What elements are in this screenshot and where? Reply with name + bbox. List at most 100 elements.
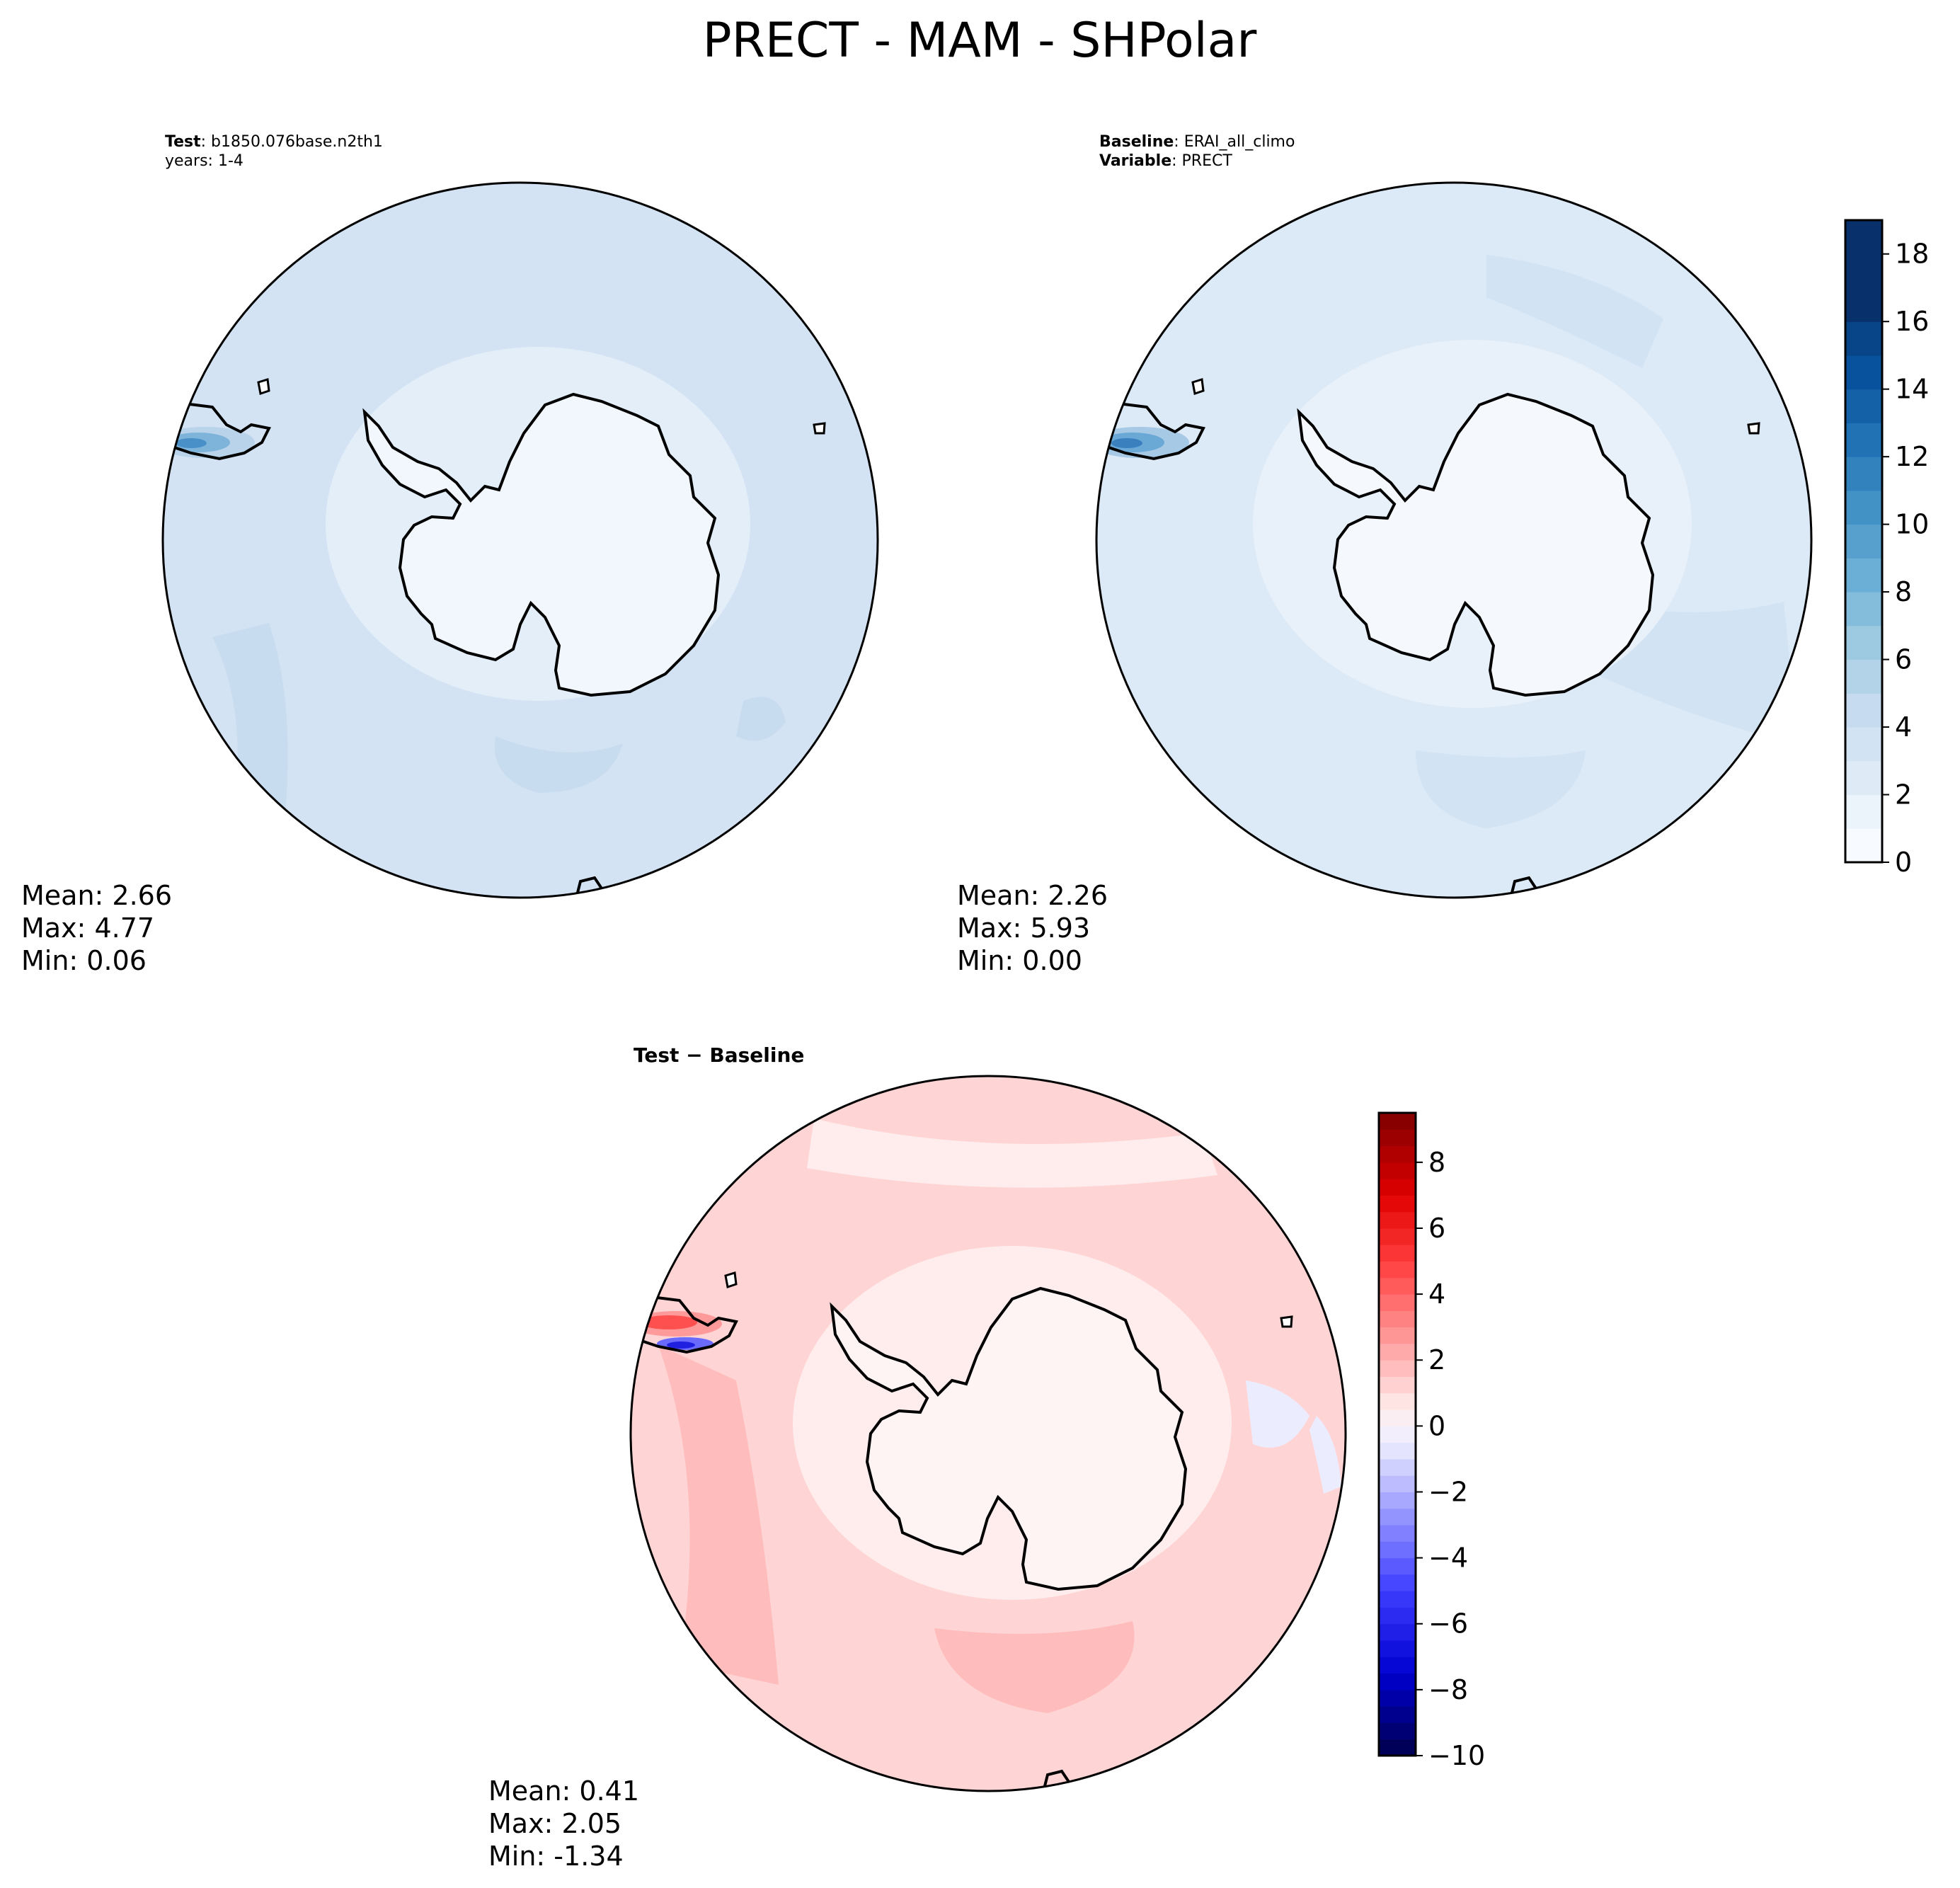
diff-colorbar-segment [1379,1113,1416,1130]
diff-colorbar-tick-label: 4 [1428,1278,1445,1310]
diff-colorbar-segment [1379,1508,1416,1526]
precip-colorbar-tick-label: 6 [1895,644,1912,675]
diff-colorbar-segment [1379,1722,1416,1740]
diff-colorbar-segment [1379,1294,1416,1311]
test-south-america-coast [169,402,271,461]
diff-patch-1 [658,1345,779,1685]
diff-colorbar-tick-label: −8 [1428,1674,1468,1705]
precip-colorbar-tick-label: 18 [1895,239,1929,270]
precip-colorbar-segment [1845,524,1882,559]
diff-colorbar-tick-label: −4 [1428,1543,1468,1574]
diff-colorbar-segment [1379,1145,1416,1163]
baseline-stat-max: Max: 5.93 [957,912,1090,944]
precip-colorbar-segment [1845,220,1882,255]
baseline-patch-3 [1486,255,1663,368]
precip-colorbar-segment [1845,828,1882,863]
diff-patch-2 [934,1621,1135,1713]
baseline-island-1 [1191,378,1205,395]
diff-map-boundary [629,1075,1347,1792]
test-header-value: : b1850.076base.n2th1 [201,133,383,151]
diff-header: Test − Baseline [634,1043,804,1067]
diff-colorbar-segment [1379,1211,1416,1229]
precip-colorbar-segment [1845,253,1882,288]
precip-colorbar-segment [1845,760,1882,796]
diff-colorbar-segment [1379,1228,1416,1245]
baseline-south-america-coast [1104,402,1205,461]
diff-colorbar-segment [1379,1623,1416,1641]
precip-colorbar-tick-label: 4 [1895,711,1912,743]
diff-colorbar-segment [1379,1673,1416,1690]
precip-colorbar-segment [1845,423,1882,457]
diff-stat-mean: Mean: 0.41 [488,1775,639,1807]
test-stat-min: Min: 0.06 [21,945,147,976]
variable-header-value: : PRECT [1171,152,1232,170]
test-island-2 [813,422,826,435]
diff-colorbar-segment [1379,1129,1416,1147]
diff-colorbar-segment [1379,1409,1416,1426]
precip-colorbar-segment [1845,355,1882,390]
diff-colorbar-segment [1379,1607,1416,1625]
diff-colorbar-segment [1379,1706,1416,1723]
test-patch-1 [212,623,288,835]
diff-colorbar-segment [1379,1591,1416,1608]
diff-colorbar-segment [1379,1492,1416,1509]
diff-colorbar-segment [1379,1458,1416,1476]
diff-panel: Test − Baseline Mean: 0.41 Max: [488,1043,1347,1872]
baseline-map-boundary [1095,181,1813,899]
diff-colorbar-tick-label: −6 [1428,1608,1468,1640]
test-map-boundary [161,181,879,899]
baseline-island-2 [1747,422,1760,435]
diff-stat-min: Min: -1.34 [488,1841,624,1872]
precip-colorbar-segment [1845,287,1882,322]
variable-header-key: Variable [1099,152,1171,170]
test-panel: Test: b1850.076base.n2th1 years: 1-4 Mea… [21,133,879,976]
diff-colorbar-segment [1379,1310,1416,1328]
test-header-line-1: Test: b1850.076base.n2th1 [165,133,383,151]
precip-colorbar-tick-label: 16 [1895,306,1929,337]
baseline-stat-min: Min: 0.00 [957,945,1082,976]
test-stat-max: Max: 4.77 [21,912,154,944]
test-years: years: 1-4 [165,152,243,170]
diff-colorbar-tick-label: 2 [1428,1344,1445,1375]
diff-colorbar-segment [1379,1739,1416,1756]
diff-island-2 [1280,1315,1293,1328]
diff-blue-patch-1 [1246,1380,1309,1448]
diff-blue-patch-2 [1309,1416,1341,1494]
baseline-header-value: : ERAI_all_climo [1174,133,1295,151]
baseline-header-line-2: Variable: PRECT [1099,152,1232,170]
precip-colorbar-segment [1845,693,1882,728]
diff-colorbar-segment [1379,1475,1416,1492]
precip-colorbar-tick-label: 12 [1895,441,1929,472]
diff-colorbar-segment [1379,1557,1416,1575]
diff-colorbar-segment [1379,1162,1416,1179]
diff-colorbar-segment [1379,1640,1416,1657]
precip-colorbar-tick-label: 14 [1895,374,1929,405]
precip-colorbar-tick-label: 2 [1895,779,1912,811]
precip-colorbar-segment [1845,490,1882,525]
diff-colorbar-segment [1379,1541,1416,1559]
diff-colorbar-tick-label: 8 [1428,1147,1445,1178]
precip-colorbar-frame [1844,219,1884,864]
precip-colorbar-segment [1845,321,1882,356]
baseline-panel: Baseline: ERAI_all_climo Variable: PRECT… [957,133,1813,976]
diff-south-america-coast [636,1295,738,1354]
test-header-line-2: years: 1-4 [165,152,243,170]
baseline-patch-2 [1416,750,1586,828]
diff-colorbar-segment [1379,1327,1416,1344]
precip-colorbar-tick-label: 8 [1895,576,1912,607]
diff-colorbar-tick-label: 0 [1428,1410,1445,1441]
diff-colorbar-segment [1379,1442,1416,1460]
baseline-header-key: Baseline [1099,133,1174,151]
precip-colorbar-segment [1845,389,1882,423]
precip-colorbar-segment [1845,625,1882,660]
diff-colorbar-segment [1379,1657,1416,1674]
diff-colorbar-tick-label: −10 [1428,1740,1485,1771]
diff-colorbar-tick-label: −2 [1428,1476,1468,1507]
diff-colorbar-segment [1379,1574,1416,1591]
diff-colorbar-segment [1379,1525,1416,1542]
baseline-stat-mean: Mean: 2.26 [957,880,1108,911]
figure-title: PRECT - MAM - SHPolar [703,13,1257,69]
diff-colorbar-segment [1379,1277,1416,1295]
test-patch-3 [736,697,786,741]
